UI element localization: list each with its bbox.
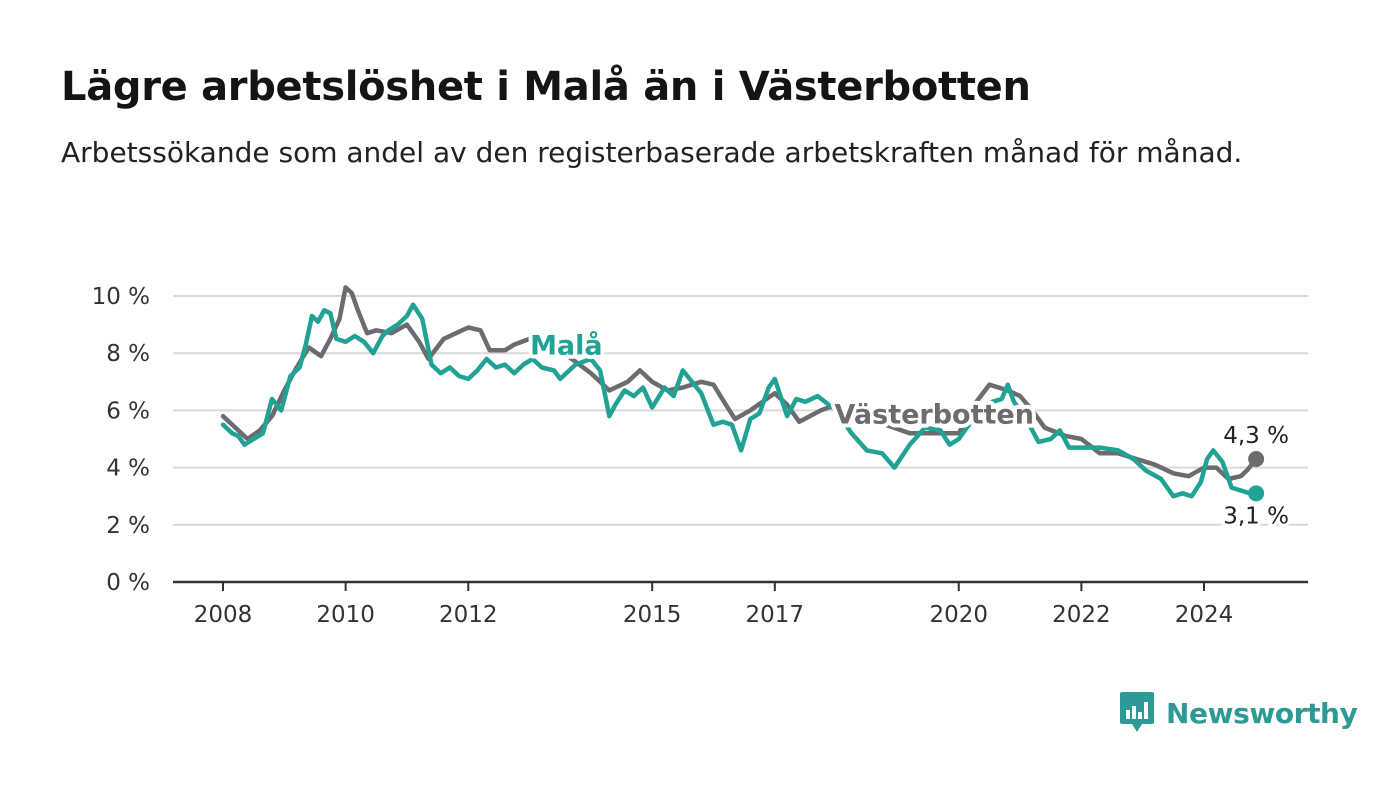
- series-labels: 4,3 % Västerbotten 3,1 % Malå: [526, 326, 1292, 533]
- series-end-dot: [1248, 451, 1265, 468]
- bar-chart-speech-bubble-icon: [1120, 692, 1154, 732]
- x-tick-label: 2020: [929, 602, 988, 628]
- gridlines: [173, 295, 1308, 584]
- series-line-v-sterbotten: [220, 285, 1259, 482]
- y-tick-label: 10 %: [92, 284, 150, 310]
- series-end-value-label: 3,1 %: [1223, 503, 1289, 529]
- y-tick-label: 6 %: [106, 398, 150, 424]
- x-tick-label: 2017: [746, 602, 805, 628]
- series-name-label: Malå: [530, 330, 603, 362]
- x-axis-tick-labels: 2008 2010 2012 2015 2017 2020 2022 2024: [194, 582, 1234, 628]
- y-tick-label: 0 %: [106, 570, 150, 596]
- series-end-value-label: 4,3 %: [1223, 423, 1289, 449]
- x-tick-label: 2024: [1175, 602, 1234, 628]
- series-name-label: Västerbotten: [834, 399, 1033, 430]
- x-tick-label: 2015: [623, 602, 682, 628]
- y-tick-label: 8 %: [106, 341, 150, 367]
- x-tick-label: 2022: [1052, 602, 1111, 628]
- brand-name: Newsworthy: [1166, 696, 1358, 730]
- series-line-mal-: [220, 302, 1259, 499]
- x-tick-label: 2012: [439, 602, 498, 628]
- chart-subtitle: Arbetssökande som andel av den registerb…: [61, 136, 1243, 169]
- x-tick-label: 2008: [194, 602, 253, 628]
- y-axis-tick-labels: 0 % 2 % 4 % 6 % 8 % 10 %: [92, 284, 150, 596]
- chart-title: Lägre arbetslöshet i Malå än i Västerbot…: [61, 64, 1031, 110]
- series-end-dot: [1248, 485, 1265, 502]
- x-tick-label: 2010: [316, 602, 375, 628]
- y-tick-label: 4 %: [106, 456, 150, 482]
- series-lines: [220, 285, 1259, 499]
- newsworthy-logo: Newsworthy: [1118, 690, 1358, 736]
- y-tick-label: 2 %: [106, 513, 150, 539]
